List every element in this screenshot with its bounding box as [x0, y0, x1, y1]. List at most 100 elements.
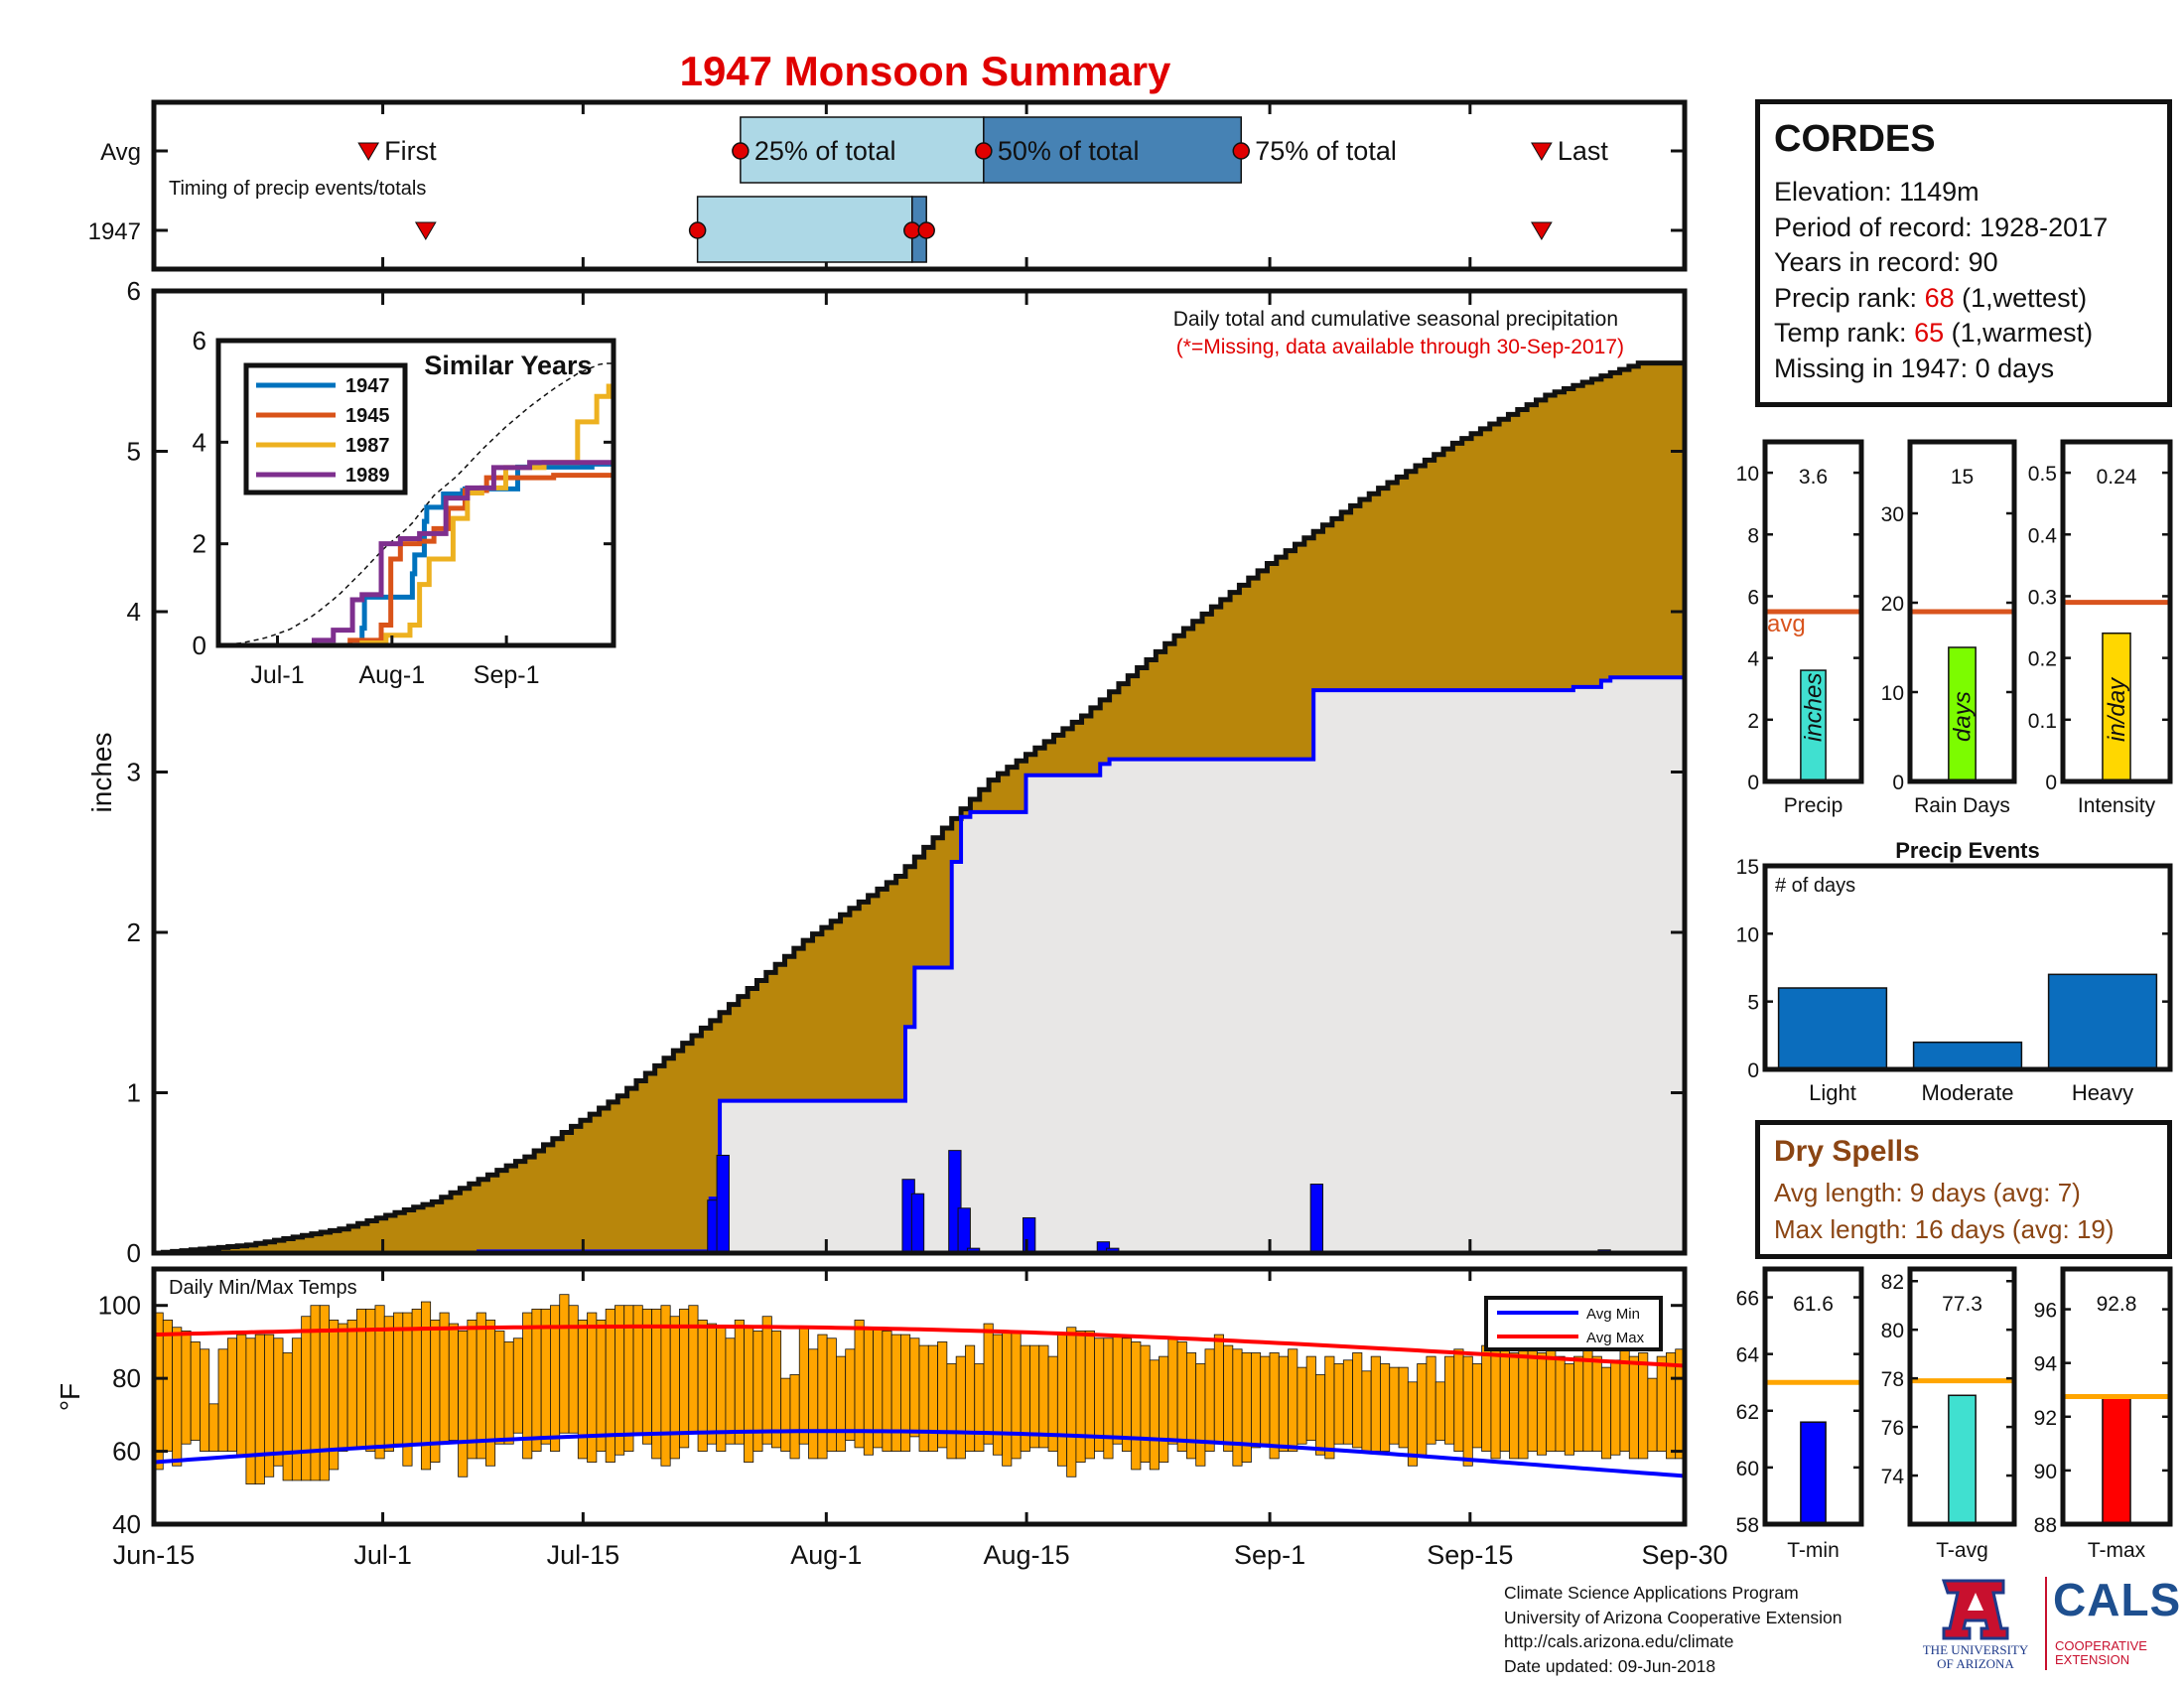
avg-box-25-50 [740, 116, 985, 184]
daily-temp-bar [1121, 1337, 1133, 1452]
inset-legend-label: 1947 [345, 375, 390, 397]
station-name: CORDES [1774, 118, 1936, 160]
daily-temp-bar [596, 1320, 607, 1452]
tavg_stat-tick-label: 78 [1881, 1368, 1904, 1391]
raindays_stat-tick-label: 30 [1881, 503, 1904, 526]
daily-temp-bar [845, 1348, 856, 1441]
tavg_stat-tick-label: 80 [1881, 1320, 1904, 1342]
daily-temp-bar [669, 1316, 680, 1460]
inset-x-tick-label: Jul-1 [250, 661, 304, 689]
daily-temp-bar [346, 1320, 357, 1449]
dry-spells-heading: Dry Spells [1774, 1135, 1920, 1168]
daily-temp-bar [1407, 1381, 1419, 1467]
daily-temp-bar [467, 1320, 478, 1460]
precip_stat-bar [1800, 669, 1827, 782]
raindays_stat-unit-label: days [1950, 691, 1977, 742]
daily-temp-bar [200, 1348, 210, 1452]
daily-temp-bar [1389, 1366, 1400, 1445]
precip-rank-line: Precip rank: 68 (1,wettest) [1774, 282, 2088, 313]
main-y-tick-label: 3 [127, 758, 141, 787]
cals-subtitle: COOPERATIVE EXTENSION [2055, 1638, 2147, 1667]
year-cumulative-area [154, 677, 1685, 1253]
raindays_stat-frame [1907, 439, 2017, 784]
daily-temp-bar [1352, 1352, 1363, 1449]
daily-temp-bar [226, 1337, 238, 1452]
daily-temp-bar [651, 1308, 662, 1460]
avg-last-marker [1531, 142, 1553, 161]
tmin_stat-tick-label: 64 [1736, 1344, 1760, 1367]
precip-event-bar [2047, 973, 2158, 1070]
precip-events-frame [1762, 863, 2173, 1072]
tmax_stat-tick-label: 94 [2034, 1353, 2058, 1376]
main-y-axis-label: inches [86, 733, 117, 813]
footer-updated: Date updated: 09-Jun-2018 [1504, 1655, 1716, 1676]
daily-temp-bar [1333, 1363, 1344, 1445]
daily-temp-bar [383, 1316, 394, 1452]
daily-temp-bar [245, 1337, 256, 1485]
daily-temp-bar [798, 1327, 809, 1445]
main-y-tick-label: 5 [127, 437, 141, 467]
temps-frame [151, 1266, 1688, 1527]
tavg_stat-value-label: 77.3 [1942, 1293, 1982, 1316]
main-y-tick-label: 0 [127, 1238, 141, 1268]
avg-max-line [153, 1324, 1686, 1368]
main-y-tick-label: 2 [127, 917, 141, 947]
footer-url[interactable]: http://cals.arizona.edu/climate [1504, 1631, 1734, 1651]
inset-y-tick-label: 4 [193, 427, 206, 457]
daily-temp-bar [946, 1363, 957, 1460]
precip_stat-unit-label: inches [1801, 673, 1828, 742]
timing-frame [151, 99, 1688, 272]
daily-temp-bar [476, 1312, 486, 1460]
years-line: Years in record: 90 [1774, 247, 1998, 277]
year-first-marker [414, 221, 437, 240]
missing-line: Missing in 1947: 0 days [1774, 352, 2055, 383]
temps-y-tick-label: 80 [112, 1363, 141, 1393]
daily-temp-bar [254, 1334, 265, 1485]
daily-temp-bar [512, 1337, 523, 1434]
daily-temp-bar [1453, 1348, 1464, 1452]
inset-legend-label: 1989 [345, 465, 390, 487]
daily-temp-bar [503, 1341, 514, 1445]
daily-temp-bar [1251, 1352, 1262, 1449]
intensity_stat-tick-label: 0.3 [2028, 586, 2057, 609]
inset-series-line [218, 473, 614, 648]
intensity_stat-value-label: 0.24 [2097, 466, 2137, 489]
inset-y-tick-label: 0 [193, 631, 206, 660]
avg-p50-label: 50% of total [998, 136, 1140, 166]
main-y-tick-label: 4 [127, 597, 141, 627]
daily-temp-bar [1278, 1355, 1289, 1452]
daily-temp-bar [1527, 1348, 1538, 1452]
daily-temp-bar [734, 1320, 745, 1445]
daily-temp-bar [1297, 1366, 1307, 1445]
x-tick-label: Jul-1 [353, 1540, 412, 1570]
year-last-marker [1531, 221, 1553, 240]
daily-temp-bar [660, 1305, 671, 1467]
x-tick-label: Aug-15 [984, 1540, 1070, 1570]
intensity_stat-tick-label: 0.4 [2028, 524, 2058, 547]
daily-temp-bar [172, 1327, 183, 1467]
daily-precip-bar [910, 1193, 925, 1254]
daily-temp-bar [927, 1344, 938, 1452]
precip-events-y-label: # of days [1775, 875, 1855, 897]
daily-temp-bar [1056, 1334, 1068, 1467]
tmin_stat-frame [1762, 1266, 1864, 1527]
tmin_stat-tick-label: 58 [1736, 1514, 1759, 1537]
daily-temp-bar [439, 1312, 450, 1445]
daily-temp-bar [217, 1348, 228, 1452]
daily-temp-bar [725, 1337, 736, 1445]
daily-temp-bar [587, 1312, 598, 1463]
tmin_stat-tick-label: 66 [1736, 1288, 1759, 1311]
precip_stat-category-label: Precip [1784, 794, 1843, 817]
timing-row-label: 1947 [88, 218, 141, 245]
daily-temp-bar [900, 1334, 911, 1452]
inset-title: Similar Years [424, 351, 592, 380]
daily-temp-bar [1462, 1355, 1473, 1467]
intensity_stat-unit-label: in/day [2104, 676, 2130, 742]
intensity_stat-frame [2060, 439, 2173, 784]
footer-program: Climate Science Applications Program [1504, 1583, 1799, 1603]
timing-subtitle: Timing of precip events/totals [169, 178, 426, 200]
main-y-tick-label: 1 [127, 1078, 141, 1108]
tmax_stat-bar [2102, 1394, 2131, 1525]
daily-temp-bar [291, 1337, 303, 1481]
year-p50-marker [903, 221, 921, 239]
